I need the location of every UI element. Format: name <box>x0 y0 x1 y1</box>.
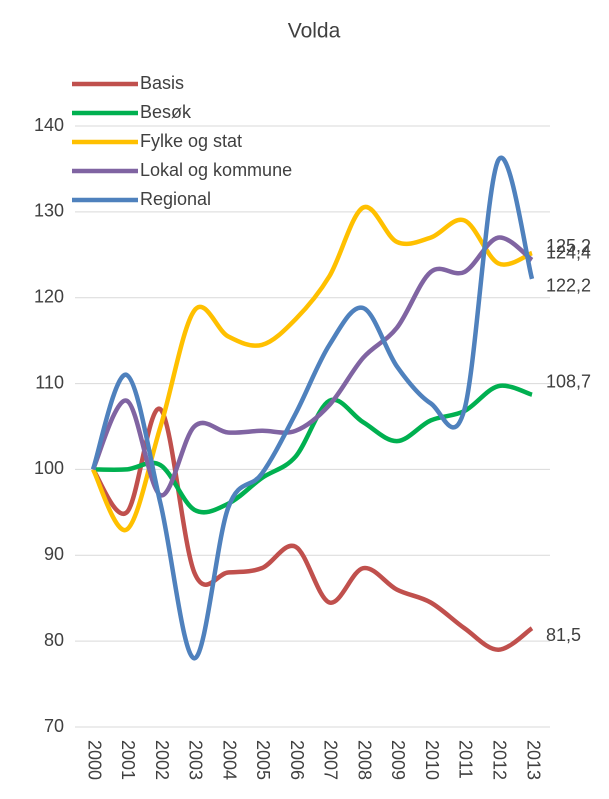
x-tick-label: 2010 <box>422 740 442 780</box>
x-tick-label: 2000 <box>84 740 104 780</box>
line-series <box>91 406 534 652</box>
legend-label: Besøk <box>140 102 192 122</box>
x-tick-label: 2007 <box>321 740 341 780</box>
x-tick-label: 2013 <box>523 740 543 780</box>
legend-label: Lokal og kommune <box>140 160 292 180</box>
line-series <box>92 383 533 515</box>
x-tick-label: 2001 <box>118 740 138 780</box>
line-series <box>90 235 534 498</box>
x-tick-label: 2002 <box>152 740 172 780</box>
y-tick-label: 90 <box>44 544 64 564</box>
x-tick-label: 2009 <box>388 740 408 780</box>
x-tick-label: 2005 <box>253 740 273 780</box>
legend-label: Basis <box>140 73 184 93</box>
x-tick-label: 2003 <box>186 740 206 780</box>
y-tick-label: 70 <box>44 716 64 736</box>
data-label: 125,2 <box>546 236 591 256</box>
y-tick-label: 80 <box>44 630 64 650</box>
data-label: 122,2 <box>546 276 591 296</box>
y-tick-label: 100 <box>34 458 64 478</box>
y-tick-label: 130 <box>34 201 64 221</box>
x-tick-label: 2004 <box>219 740 239 780</box>
x-tick-label: 2006 <box>287 740 307 780</box>
x-tick-label: 2011 <box>456 740 476 779</box>
data-label: 108,7 <box>546 371 591 391</box>
y-tick-label: 110 <box>35 372 64 392</box>
legend-label: Fylke og stat <box>140 131 242 151</box>
line-series <box>90 204 533 533</box>
x-tick-label: 2012 <box>489 740 509 780</box>
y-tick-label: 120 <box>34 286 64 306</box>
chart-title: Volda <box>288 20 341 43</box>
line-series <box>90 155 535 661</box>
legend-label: Regional <box>140 189 211 209</box>
data-label: 124,4 <box>546 243 591 263</box>
y-tick-label: 140 <box>34 115 64 135</box>
x-tick-label: 2008 <box>354 740 374 780</box>
data-label: 81,5 <box>546 625 581 645</box>
